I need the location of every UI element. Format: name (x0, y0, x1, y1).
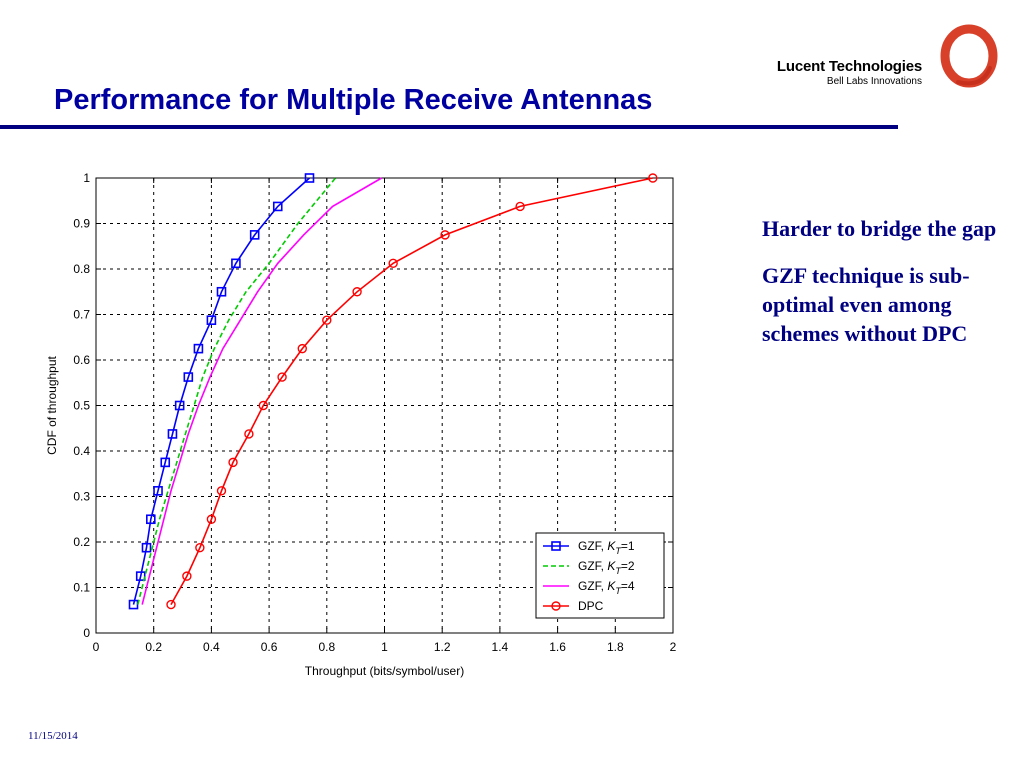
data-point (216, 286, 227, 297)
y-tick-label: 0.2 (73, 535, 90, 549)
x-tick-label: 0.8 (318, 640, 335, 654)
series-line (132, 177, 311, 605)
data-point (206, 514, 217, 524)
data-point (258, 400, 269, 411)
y-tick-label: 0.9 (73, 217, 90, 231)
brand-tagline: Bell Labs Innovations (826, 76, 922, 87)
legend-label: GZF, KT=2 (578, 559, 635, 576)
data-point (135, 571, 146, 581)
data-point (166, 599, 176, 610)
title-divider (0, 125, 898, 129)
x-tick-label: 1.2 (434, 640, 451, 654)
y-tick-label: 0.6 (73, 353, 90, 367)
y-tick-label: 0.7 (73, 308, 90, 322)
x-tick-label: 1.4 (492, 640, 509, 654)
lucent-ring-logo-icon (940, 24, 998, 88)
data-point (146, 514, 156, 525)
data-point (272, 201, 283, 212)
data-point (216, 486, 227, 496)
y-tick-label: 0.5 (73, 399, 90, 413)
data-point (153, 486, 163, 496)
data-point (195, 542, 205, 553)
y-tick-label: 0.3 (73, 490, 90, 504)
y-tick-label: 0 (83, 626, 90, 640)
x-tick-label: 0 (93, 640, 100, 654)
data-point (182, 571, 192, 581)
x-tick-label: 0.4 (203, 640, 220, 654)
legend-marker (551, 541, 561, 551)
data-point (277, 372, 287, 382)
series-1 (137, 177, 337, 605)
data-point (206, 315, 217, 325)
data-point (228, 457, 238, 468)
data-point (322, 315, 332, 325)
data-point (352, 287, 362, 297)
data-point (244, 429, 254, 439)
data-point (183, 372, 194, 382)
x-tick-label: 1 (381, 640, 388, 654)
note-1: Harder to bridge the gap (762, 216, 997, 241)
y-axis-label: CDF of throughput (45, 355, 59, 454)
x-tick-label: 1.8 (607, 640, 624, 654)
data-point (231, 258, 241, 269)
data-point (193, 343, 204, 354)
side-notes: Harder to bridge the gap GZF technique i… (762, 214, 1002, 366)
data-point (128, 599, 139, 610)
data-point (440, 230, 450, 240)
x-tick-label: 0.2 (145, 640, 162, 654)
series-line (141, 177, 383, 605)
data-point (249, 230, 260, 240)
data-point (167, 429, 178, 439)
y-tick-label: 0.1 (73, 581, 90, 595)
series-line (170, 177, 653, 605)
brand-block: Lucent Technologies Bell Labs Innovation… (762, 58, 922, 87)
x-axis-label: Throughput (bits/symbol/user) (305, 664, 464, 678)
data-point (174, 400, 185, 411)
legend-box (535, 532, 665, 619)
data-point (515, 201, 525, 212)
data-point (648, 173, 658, 183)
slide-title: Performance for Multiple Receive Antenna… (54, 84, 653, 116)
y-tick-label: 0.4 (73, 444, 90, 458)
note-2: GZF technique is sub-optimal even among … (762, 263, 970, 346)
data-point (160, 457, 171, 468)
data-point (297, 343, 307, 354)
legend-label: DPC (578, 599, 604, 613)
series-line (137, 177, 337, 605)
x-tick-label: 0.6 (261, 640, 278, 654)
x-tick-label: 1.6 (549, 640, 566, 654)
brand-name: Lucent Technologies (776, 58, 922, 75)
legend-label: GZF, KT=1 (578, 539, 635, 556)
data-point (304, 173, 315, 183)
legend-label: GZF, KT=4 (578, 579, 635, 596)
series-3 (166, 173, 658, 610)
data-point (388, 258, 398, 269)
footer-date: 11/15/2014 (28, 730, 78, 742)
y-tick-label: 1 (83, 171, 90, 185)
series-2 (141, 177, 383, 605)
data-point (141, 542, 152, 553)
x-tick-label: 2 (670, 640, 677, 654)
legend-marker (551, 601, 561, 611)
series-0 (128, 173, 315, 610)
y-tick-label: 0.8 (73, 262, 90, 276)
